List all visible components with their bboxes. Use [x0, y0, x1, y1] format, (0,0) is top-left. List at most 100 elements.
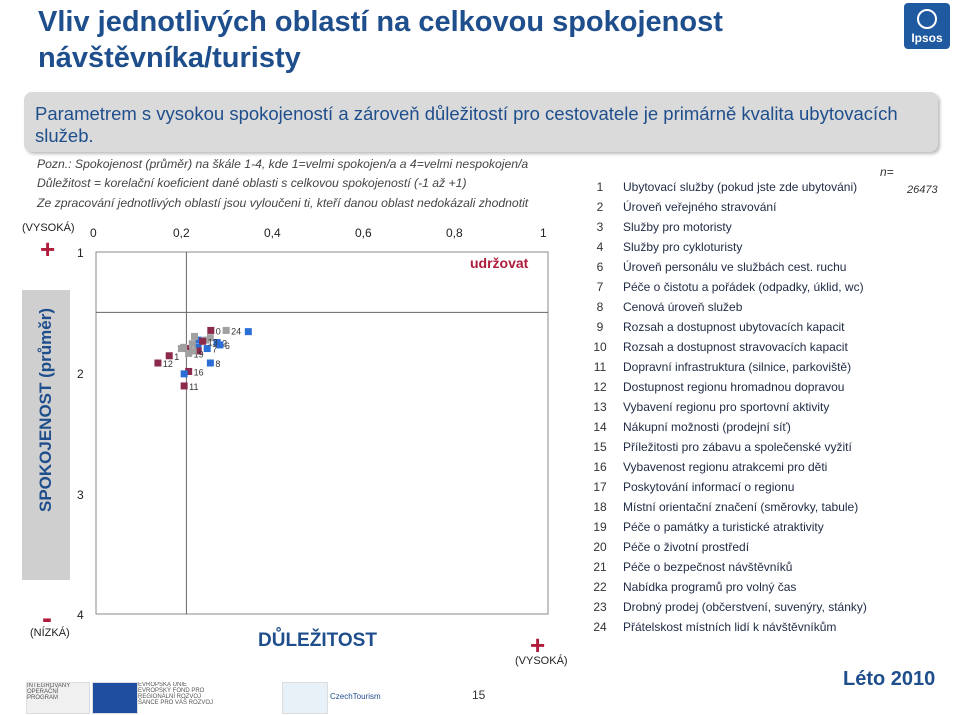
ipsos-logo-mark-icon — [917, 9, 937, 29]
legend-item: 11 Dopravní infrastruktura (silnice, park… — [592, 360, 932, 380]
legend-item-number: 22 — [593, 580, 607, 594]
x-tick-0-6: 0,6 — [355, 226, 372, 240]
data-point-label: 2 — [222, 339, 227, 349]
legend-item: 7 Péče o čistotu a pořádek (odpadky, úkli… — [592, 280, 932, 300]
x-tick-0-4: 0,4 — [264, 226, 281, 240]
legend-item-label: Služby pro motoristy — [623, 220, 732, 234]
note-line-3: Ze zpracování jednotlivých oblastí jsou … — [37, 196, 529, 210]
legend-item-number: 14 — [593, 420, 607, 434]
legend-item-number: 3 — [596, 220, 604, 234]
x-right-plus: + — [530, 630, 546, 660]
n-value: 26473 — [907, 184, 938, 196]
legend-item: 21 Péče o bezpečnost návštěvníků — [592, 560, 932, 580]
data-point — [206, 359, 214, 367]
legend-item: 2 Úroveň veřejného stravování — [592, 200, 932, 220]
legend-item-label: Péče o životní prostředí — [623, 540, 750, 554]
legend-item-label: Dostupnost regionu hromadnou dopravou — [623, 380, 845, 394]
legend-item: 23 Drobný prodej (občerstvení, suvenýry, … — [592, 600, 932, 620]
y-top-label: (VYSOKÁ) — [22, 222, 75, 234]
legend-item-number: 15 — [593, 440, 607, 454]
plot-area — [95, 251, 549, 615]
legend-item: 8 Cenová úroveň služeb — [592, 300, 932, 320]
data-point — [185, 349, 193, 357]
x-tick-0-2: 0,2 — [173, 226, 190, 240]
summary-banner — [24, 92, 938, 152]
legend-item: 17 Poskytování informací o regionu — [592, 480, 932, 500]
legend-item-label: Místní orientační značení (směrovky, tab… — [623, 500, 859, 514]
legend-item: 6 Úroveň personálu ve službách cest. ruch… — [592, 260, 932, 280]
footer-logo-eu: EVROPSKÁ UNIE EVROPSKÝ FOND PRO REGIONÁL… — [138, 682, 220, 712]
page-number: 15 — [472, 688, 486, 702]
legend-item-number: 9 — [596, 320, 604, 334]
legend-item-label: Rozsah a dostupnost ubytovacích kapacit — [623, 320, 845, 334]
x-tick-1: 1 — [540, 226, 547, 240]
legend-item: 15 Příležitosti pro zábavu a společenské … — [592, 440, 932, 460]
legend-item-label: Úroveň veřejného stravování — [623, 200, 777, 214]
y-bottom-label: (NÍZKÁ) — [30, 627, 70, 639]
data-point — [194, 343, 202, 351]
x-tick-0: 0 — [90, 226, 97, 240]
legend-item-label: Péče o čistotu a pořádek (odpadky, úklid… — [623, 280, 864, 294]
legend-item-label: Ubytovací služby (pokud jste zde ubytová… — [623, 180, 858, 194]
legend-item-number: 10 — [593, 340, 607, 354]
summary-banner-text: Parametrem s vysokou spokojeností a záro… — [35, 103, 898, 146]
data-point — [180, 382, 188, 390]
legend-item-number: 2 — [596, 200, 604, 214]
data-point-label: 7 — [212, 345, 217, 355]
data-point-label: 6 — [225, 341, 230, 351]
legend-item-label: Poskytování informací o regionu — [623, 480, 795, 494]
legend-item: 18 Místní orientační značení (směrovky, t… — [592, 500, 932, 520]
ipsos-logo-text: Ipsos — [911, 31, 943, 45]
note-line-1: Pozn.: Spokojenost (průměr) na škále 1-4… — [37, 157, 529, 171]
legend-item: 3 Služby pro motoristy — [592, 220, 932, 240]
y-axis-title-band — [22, 290, 70, 580]
n-label: n= — [880, 165, 894, 179]
legend-item: 1 Ubytovací služby (pokud jste zde ubytov… — [592, 180, 932, 200]
data-point — [199, 337, 207, 345]
legend-item: 22 Nabídka programů pro volný čas — [592, 580, 932, 600]
quadrant-label: udržovat — [470, 255, 529, 271]
legend-item: 10 Rozsah a dostupnost stravovacích kapac… — [592, 340, 932, 360]
y-tick-4: 4 — [77, 608, 84, 622]
legend-item-number: 18 — [593, 500, 607, 514]
y-tick-3: 3 — [77, 488, 84, 502]
data-point — [180, 370, 188, 378]
data-point-label: 19 — [194, 349, 204, 359]
data-point-label: 8 — [215, 359, 220, 369]
y-tick-2: 2 — [77, 367, 84, 381]
data-point — [207, 326, 215, 334]
data-point — [154, 359, 162, 367]
legend-item-label: Nákupní možnosti (prodejní síť) — [623, 420, 791, 434]
legend-item-label: Péče o památky a turistické atraktivity — [623, 520, 824, 534]
x-tick-0-8: 0,8 — [446, 226, 463, 240]
y-top-plus: + — [40, 234, 56, 264]
data-point — [191, 332, 199, 340]
x-axis-title: DŮLEŽITOST — [258, 630, 377, 651]
legend-item-label: Úroveň personálu ve službách cest. ruchu — [623, 260, 847, 274]
legend-item-number: 19 — [593, 520, 607, 534]
legend-item-label: Služby pro cykloturisty — [623, 240, 743, 254]
data-point — [165, 352, 173, 360]
legend-item-number: 13 — [593, 400, 607, 414]
legend-item-label: Dopravní infrastruktura (silnice, parkov… — [623, 360, 852, 374]
legend-item-number: 4 — [596, 240, 604, 254]
season-label: Léto 2010 — [843, 668, 936, 690]
data-point-label: 12 — [163, 359, 173, 369]
legend-item-label: Přátelskost místních lidí k návštěvníkům — [623, 620, 837, 634]
data-point — [188, 340, 196, 348]
legend-item-number: 1 — [596, 180, 604, 194]
data-point-label: 1 — [174, 352, 179, 362]
legend-item-number: 11 — [593, 360, 607, 374]
data-point-label: 11 — [189, 382, 198, 392]
y-bottom-minus: - — [42, 602, 52, 635]
data-point-label: 0 — [216, 326, 221, 336]
legend-item: 24 Přátelskost místních lidí k návštěvník… — [592, 620, 932, 640]
ipsos-logo: Ipsos — [904, 3, 950, 49]
legend-item: 4 Služby pro cykloturisty — [592, 240, 932, 260]
legend-item: 20 Péče o životní prostředí — [592, 540, 932, 560]
eu-flag-icon — [92, 682, 138, 714]
data-point — [194, 336, 202, 344]
data-point — [194, 347, 202, 355]
legend-item-label: Příležitosti pro zábavu a společenské vy… — [623, 440, 852, 454]
